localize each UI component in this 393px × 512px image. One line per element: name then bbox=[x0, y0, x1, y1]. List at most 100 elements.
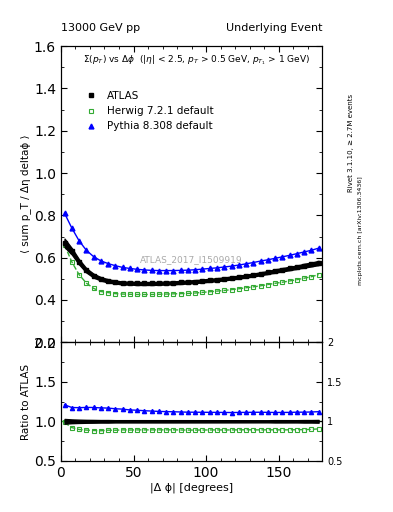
Herwig 7.2.1 default bbox=[287, 278, 292, 284]
Herwig 7.2.1 default bbox=[178, 291, 183, 297]
Pythia 8.308 default bbox=[229, 263, 234, 269]
ATLAS bbox=[77, 259, 81, 265]
Herwig 7.2.1 default bbox=[273, 280, 277, 286]
Herwig 7.2.1 default bbox=[251, 284, 256, 290]
ATLAS bbox=[193, 279, 198, 285]
ATLAS bbox=[171, 280, 176, 286]
Pythia 8.308 default bbox=[251, 260, 256, 266]
ATLAS bbox=[178, 280, 183, 286]
Herwig 7.2.1 default bbox=[113, 291, 118, 297]
Herwig 7.2.1 default bbox=[309, 273, 314, 280]
ATLAS bbox=[237, 274, 241, 280]
Line: ATLAS: ATLAS bbox=[62, 241, 321, 286]
ATLAS bbox=[244, 273, 248, 279]
Pythia 8.308 default bbox=[62, 210, 67, 216]
Herwig 7.2.1 default bbox=[77, 271, 81, 278]
ATLAS bbox=[251, 272, 256, 278]
ATLAS bbox=[135, 281, 140, 287]
Y-axis label: Ratio to ATLAS: Ratio to ATLAS bbox=[21, 364, 31, 440]
Herwig 7.2.1 default bbox=[171, 291, 176, 297]
Herwig 7.2.1 default bbox=[84, 280, 89, 286]
Pythia 8.308 default bbox=[273, 255, 277, 262]
ATLAS bbox=[120, 280, 125, 286]
ATLAS bbox=[106, 278, 110, 284]
Herwig 7.2.1 default bbox=[156, 291, 161, 297]
Herwig 7.2.1 default bbox=[62, 242, 67, 248]
Pythia 8.308 default bbox=[309, 247, 314, 253]
Pythia 8.308 default bbox=[120, 264, 125, 270]
ATLAS bbox=[70, 248, 74, 254]
ATLAS bbox=[287, 265, 292, 271]
Y-axis label: ⟨ sum p_T / Δη deltaϕ ⟩: ⟨ sum p_T / Δη deltaϕ ⟩ bbox=[20, 135, 31, 253]
ATLAS bbox=[309, 261, 314, 267]
Pythia 8.308 default bbox=[70, 225, 74, 231]
Text: Rivet 3.1.10, ≥ 2.7M events: Rivet 3.1.10, ≥ 2.7M events bbox=[348, 94, 354, 193]
Pythia 8.308 default bbox=[287, 252, 292, 259]
ATLAS bbox=[185, 279, 190, 285]
ATLAS bbox=[294, 264, 299, 270]
Herwig 7.2.1 default bbox=[244, 285, 248, 291]
ATLAS bbox=[164, 280, 169, 286]
Herwig 7.2.1 default bbox=[280, 279, 285, 285]
Pythia 8.308 default bbox=[171, 267, 176, 273]
ATLAS bbox=[91, 272, 96, 279]
Pythia 8.308 default bbox=[208, 265, 212, 271]
ATLAS bbox=[258, 271, 263, 277]
X-axis label: |Δ ϕ| [degrees]: |Δ ϕ| [degrees] bbox=[150, 482, 233, 493]
Pythia 8.308 default bbox=[84, 247, 89, 253]
Pythia 8.308 default bbox=[222, 264, 227, 270]
ATLAS bbox=[142, 281, 147, 287]
ATLAS bbox=[302, 263, 307, 269]
Text: Underlying Event: Underlying Event bbox=[226, 23, 322, 33]
ATLAS bbox=[200, 278, 205, 284]
Pythia 8.308 default bbox=[156, 267, 161, 273]
Text: $\Sigma(p_T)$ vs $\Delta\phi$  ($|\eta|$ < 2.5, $p_T$ > 0.5 GeV, $p_{T_1}$ > 1 G: $\Sigma(p_T)$ vs $\Delta\phi$ ($|\eta|$ … bbox=[83, 53, 310, 67]
Line: Herwig 7.2.1 default: Herwig 7.2.1 default bbox=[62, 243, 321, 297]
Herwig 7.2.1 default bbox=[120, 291, 125, 297]
ATLAS bbox=[229, 275, 234, 281]
Text: mcplots.cern.ch [arXiv:1306.3436]: mcplots.cern.ch [arXiv:1306.3436] bbox=[358, 176, 363, 285]
ATLAS bbox=[113, 279, 118, 285]
Herwig 7.2.1 default bbox=[91, 285, 96, 291]
Herwig 7.2.1 default bbox=[237, 286, 241, 292]
Text: ATLAS_2017_I1509919: ATLAS_2017_I1509919 bbox=[140, 255, 243, 264]
ATLAS bbox=[99, 276, 103, 282]
Line: Pythia 8.308 default: Pythia 8.308 default bbox=[62, 211, 321, 273]
Herwig 7.2.1 default bbox=[302, 275, 307, 281]
Herwig 7.2.1 default bbox=[185, 290, 190, 296]
ATLAS bbox=[208, 277, 212, 283]
Herwig 7.2.1 default bbox=[70, 259, 74, 265]
Herwig 7.2.1 default bbox=[149, 291, 154, 297]
Pythia 8.308 default bbox=[149, 267, 154, 273]
ATLAS bbox=[265, 269, 270, 275]
ATLAS bbox=[156, 280, 161, 286]
Herwig 7.2.1 default bbox=[294, 276, 299, 283]
Herwig 7.2.1 default bbox=[135, 291, 140, 297]
Pythia 8.308 default bbox=[142, 267, 147, 273]
Herwig 7.2.1 default bbox=[316, 271, 321, 278]
ATLAS bbox=[222, 276, 227, 282]
Pythia 8.308 default bbox=[91, 253, 96, 260]
ATLAS bbox=[273, 268, 277, 274]
Pythia 8.308 default bbox=[185, 267, 190, 273]
ATLAS bbox=[280, 267, 285, 273]
Pythia 8.308 default bbox=[237, 262, 241, 268]
Pythia 8.308 default bbox=[258, 258, 263, 264]
Herwig 7.2.1 default bbox=[99, 288, 103, 294]
Pythia 8.308 default bbox=[127, 265, 132, 271]
ATLAS bbox=[316, 260, 321, 266]
ATLAS bbox=[149, 281, 154, 287]
Pythia 8.308 default bbox=[200, 266, 205, 272]
Herwig 7.2.1 default bbox=[229, 287, 234, 293]
Pythia 8.308 default bbox=[77, 238, 81, 244]
Pythia 8.308 default bbox=[294, 250, 299, 257]
Pythia 8.308 default bbox=[164, 267, 169, 273]
Herwig 7.2.1 default bbox=[142, 291, 147, 297]
Pythia 8.308 default bbox=[193, 267, 198, 273]
Herwig 7.2.1 default bbox=[127, 291, 132, 297]
Text: 13000 GeV pp: 13000 GeV pp bbox=[61, 23, 140, 33]
Pythia 8.308 default bbox=[113, 263, 118, 269]
Pythia 8.308 default bbox=[99, 258, 103, 264]
ATLAS bbox=[84, 267, 89, 273]
Pythia 8.308 default bbox=[135, 266, 140, 272]
